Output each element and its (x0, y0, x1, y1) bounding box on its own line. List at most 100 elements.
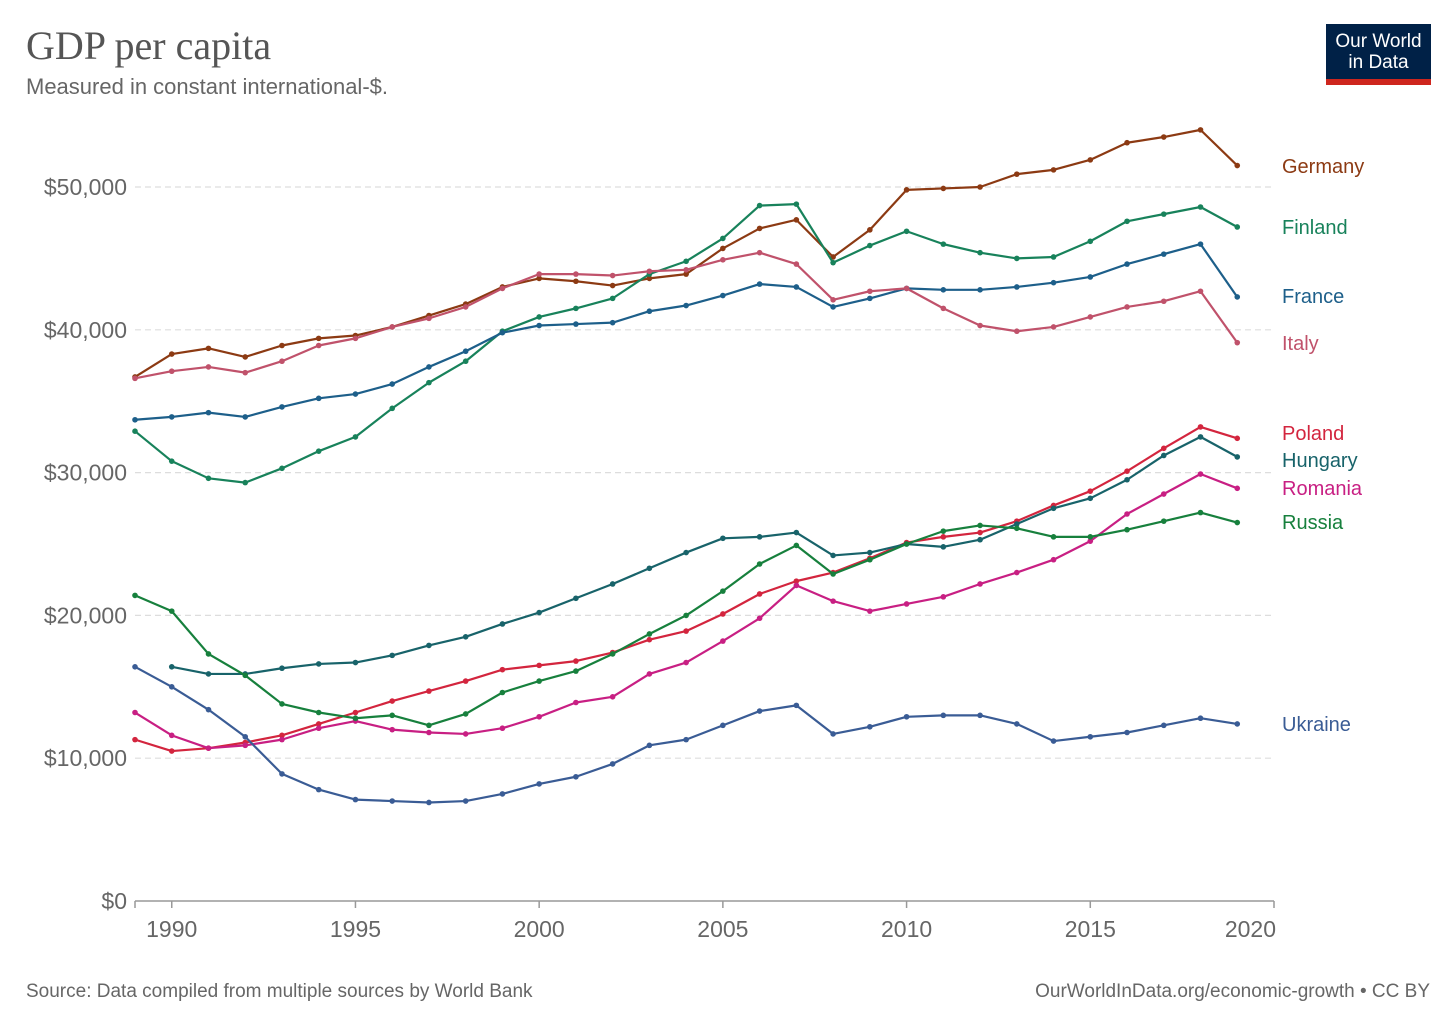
data-point (756, 534, 763, 540)
data-point (756, 202, 763, 209)
data-point (242, 672, 249, 679)
data-point (315, 448, 322, 454)
data-point (132, 736, 138, 743)
data-point (1014, 521, 1020, 527)
data-point (1124, 476, 1130, 483)
chart-title: GDP per capita (26, 23, 272, 68)
data-point (830, 297, 836, 303)
x-axis: 1990 1995 2000 2005 2010 2015 2020 (134, 900, 1276, 942)
data-point (168, 664, 175, 670)
series-poland (132, 424, 1241, 754)
data-point (720, 638, 726, 644)
data-point (352, 335, 359, 342)
data-point (720, 588, 726, 594)
data-point (903, 228, 910, 235)
data-point (720, 722, 726, 729)
series-label-france: France (1282, 286, 1344, 308)
data-point (1197, 424, 1204, 430)
data-point (462, 798, 469, 804)
series-label-romania: Romania (1282, 478, 1363, 500)
data-point (646, 671, 653, 677)
data-point (940, 305, 947, 312)
data-point (609, 693, 616, 700)
data-point (977, 249, 983, 256)
data-point (646, 631, 653, 637)
data-point (315, 721, 322, 727)
data-point (683, 267, 689, 273)
data-point (389, 726, 395, 733)
data-point (426, 642, 432, 649)
data-point (205, 345, 212, 352)
data-point (940, 712, 947, 719)
data-point (352, 391, 359, 397)
data-point (1160, 722, 1167, 729)
data-point (1234, 454, 1241, 460)
data-point (462, 731, 469, 737)
data-point (793, 529, 800, 536)
data-point (1050, 738, 1057, 744)
data-point (1160, 211, 1167, 217)
data-point (1197, 434, 1204, 440)
data-point (426, 379, 432, 386)
series-russia (132, 509, 1241, 729)
data-point (940, 544, 947, 550)
data-point (1124, 511, 1130, 517)
data-point (279, 665, 285, 672)
data-point (499, 621, 506, 627)
owid-logo[interactable]: Our World in Data (1326, 24, 1431, 85)
data-point (389, 652, 395, 659)
series-label-finland: Finland (1282, 217, 1348, 239)
data-point (683, 549, 689, 556)
series-label-russia: Russia (1282, 512, 1344, 534)
logo-line-1: Our World (1335, 31, 1422, 52)
series-romania (132, 471, 1241, 752)
data-point (830, 304, 836, 310)
data-point (1197, 241, 1204, 247)
data-point (536, 609, 542, 616)
data-point (315, 335, 322, 342)
data-point (536, 678, 542, 684)
data-point (977, 581, 983, 587)
data-point (720, 257, 726, 263)
data-point (499, 725, 506, 732)
data-point (977, 322, 983, 329)
data-point (1234, 435, 1241, 442)
data-point (168, 458, 175, 464)
data-point (242, 479, 249, 486)
data-point (683, 612, 689, 619)
series-france (132, 241, 1241, 423)
data-point (573, 271, 579, 277)
data-point (793, 542, 800, 549)
data-point (462, 304, 469, 310)
x-tick-label: 1990 (146, 916, 197, 942)
data-point (573, 305, 579, 312)
data-point (205, 745, 212, 752)
data-point (132, 375, 138, 382)
y-tick-label: $0 (101, 888, 127, 914)
data-point (940, 185, 947, 192)
data-point (830, 259, 836, 266)
data-point (756, 249, 763, 256)
data-point (205, 671, 212, 677)
data-point (1014, 284, 1020, 290)
data-point (168, 732, 175, 739)
data-point (977, 536, 983, 543)
data-point (1197, 471, 1204, 477)
data-point (830, 552, 836, 559)
data-point (536, 271, 542, 277)
data-point (867, 723, 873, 730)
credit-link[interactable]: OurWorldInData.org/economic-growth • CC … (1035, 981, 1430, 1002)
data-point (279, 771, 285, 777)
data-point (462, 358, 469, 365)
data-point (867, 608, 873, 614)
data-point (830, 598, 836, 604)
data-point (1014, 328, 1020, 335)
logo-accent-bar (1326, 79, 1431, 85)
data-point (867, 227, 873, 233)
data-point (683, 736, 689, 743)
series-label-poland: Poland (1282, 423, 1344, 445)
data-point (426, 364, 432, 370)
data-point (793, 578, 800, 584)
data-point (536, 275, 542, 282)
data-point (1087, 314, 1094, 320)
